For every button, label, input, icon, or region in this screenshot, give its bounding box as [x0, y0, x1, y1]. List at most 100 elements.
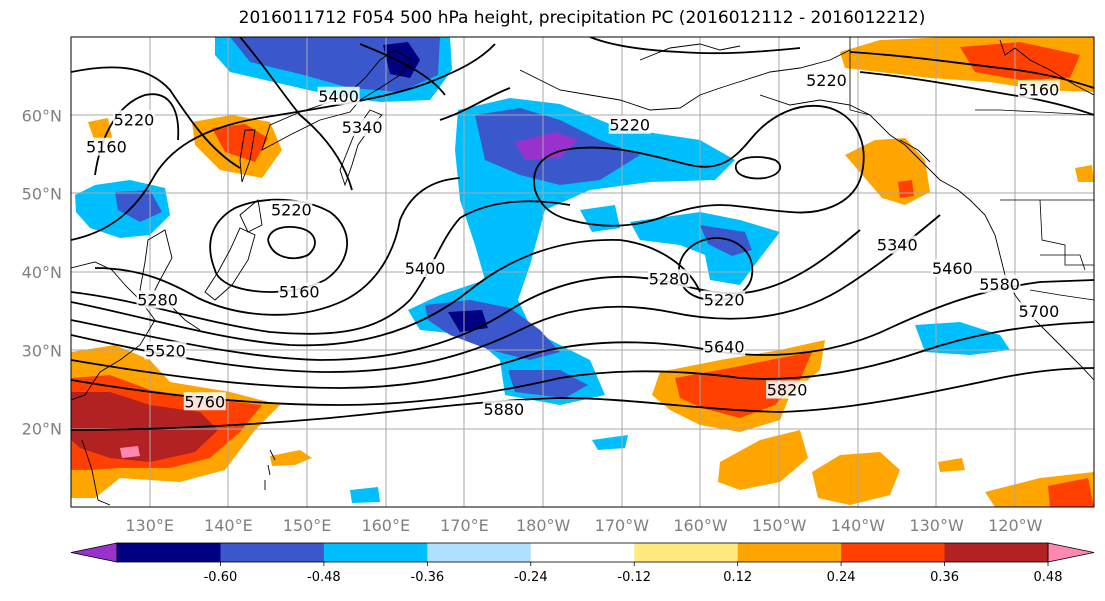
contour-label: 5280 [137, 290, 178, 309]
contour-label-background [805, 71, 848, 90]
contour-label: 5520 [145, 341, 186, 360]
colorbar-level-label: -0.36 [411, 570, 445, 585]
precip-shading [71, 37, 1094, 507]
contour-label-background [1017, 80, 1060, 99]
precip-area-positive [1048, 478, 1094, 507]
precip-area-negative [350, 487, 380, 503]
latitude-label: 60°N [22, 106, 62, 125]
contour-label: 5580 [979, 275, 1020, 294]
contour-label: 5160 [279, 283, 320, 302]
colorbar-segment [530, 543, 635, 562]
longitude-label: 150°E [283, 516, 332, 535]
latitude-label: 30°N [22, 341, 62, 360]
precip-area-negative [700, 225, 752, 256]
contour-label-background [766, 380, 809, 399]
colorbar-segment [220, 543, 325, 562]
precip-area-negative [592, 435, 628, 450]
colorbar-segment [117, 543, 221, 562]
contour-label: 5340 [342, 118, 383, 137]
contour-label-background [341, 118, 384, 137]
contour-label: 5760 [184, 392, 225, 411]
colorbar-level-label: 0.24 [827, 570, 856, 585]
contour-label: 5220 [114, 110, 155, 129]
contour-label-background [1017, 302, 1060, 321]
contour-label-background [112, 110, 155, 129]
contour-label: 5400 [318, 87, 359, 106]
contour-label: 5340 [877, 236, 918, 255]
precip-area-positive [71, 392, 218, 462]
colorbar-level-label: 0.12 [723, 570, 752, 585]
contour-label-background [978, 274, 1021, 293]
colorbar-min-extend [70, 542, 118, 563]
latitude-label: 20°N [22, 420, 62, 439]
precip-area-positive [675, 352, 812, 418]
longitude-label: 170°W [595, 516, 650, 535]
precip-area-negative [515, 132, 578, 160]
precip-area-positive [898, 180, 914, 198]
longitude-label: 150°W [752, 516, 807, 535]
contour-label: 5220 [806, 71, 847, 90]
precip-area-positive [270, 450, 312, 466]
precip-area-positive [1075, 165, 1094, 182]
contour-label-background [136, 290, 179, 309]
contour-label: 5820 [767, 381, 808, 400]
contour-label: 5220 [704, 290, 745, 309]
longitude-label: 140°E [204, 516, 253, 535]
precip-area-positive [938, 458, 965, 472]
contour-label-background [648, 269, 691, 288]
contour-label-background [703, 337, 746, 356]
precip-area-negative [630, 212, 780, 285]
colorbar-level-label: -0.48 [307, 570, 341, 585]
colorbar-level-label: 0.48 [1034, 570, 1063, 585]
contour-label-background [703, 290, 746, 309]
contour-label-background [404, 259, 447, 278]
longitude-label: 180°W [516, 516, 571, 535]
contour-label-background [278, 282, 321, 301]
contour-label-background [608, 115, 651, 134]
colorbar-segment [427, 543, 532, 562]
contour-label: 5280 [649, 269, 690, 288]
contour-label-background [482, 400, 525, 419]
colorbar-level-label: -0.60 [204, 570, 238, 585]
contour-label: 5700 [1019, 302, 1060, 321]
contour-label-background [931, 259, 974, 278]
contour-label-background [85, 137, 128, 156]
longitude-labels: 130°E 140°E 150°E 160°E 170°E 180°W 170°W 160°W… [125, 516, 1042, 535]
longitude-label: 120°W [988, 516, 1043, 535]
contour-label: 5220 [609, 116, 650, 135]
height-contours [71, 37, 1094, 431]
contour-label: 5400 [405, 259, 446, 278]
precip-area-negative [448, 310, 488, 332]
latitude-labels: 60°N 50°N 40°N 30°N 20°N [22, 106, 62, 438]
colorbar-max-extend [1047, 542, 1095, 563]
precip-area-negative [383, 42, 420, 78]
map-frame [70, 36, 1095, 508]
contour-label-background [144, 341, 187, 360]
contour-label: 5640 [704, 337, 745, 356]
precip-area-positive [120, 446, 140, 458]
longitude-label: 130°E [125, 516, 174, 535]
contour-label: 5220 [271, 200, 312, 219]
colorbar-segment [634, 543, 739, 562]
colorbar-level-label: -0.12 [617, 570, 651, 585]
contour-label-background [270, 200, 313, 219]
contour-label: 5460 [932, 259, 973, 278]
colorbar-segment [841, 543, 946, 562]
contour-label: 5160 [1019, 80, 1060, 99]
colorbar-level-label: 0.36 [930, 570, 959, 585]
precip-area-positive [718, 430, 808, 490]
coastlines [71, 39, 1094, 506]
longitude-label: 160°E [361, 516, 410, 535]
colorbar-segment [737, 543, 842, 562]
longitude-label: 160°W [673, 516, 728, 535]
longitude-label: 130°W [909, 516, 964, 535]
contour-labels: 5220 5160 5400 5340 5220 5220 5160 5220 5280 5160… [85, 71, 1060, 419]
map-title: 2016011712 F054 500 hPa height, precipit… [238, 8, 926, 28]
colorbar: -0.60 -0.48 -0.36 -0.24 -0.12 0.12 0.24 0.36 0.4… [70, 542, 1095, 585]
longitude-label: 140°W [831, 516, 886, 535]
colorbar-level-label: -0.24 [514, 570, 548, 585]
contour-label-background [317, 86, 360, 105]
contour-label: 5880 [483, 400, 524, 419]
colorbar-outline [116, 542, 1049, 563]
